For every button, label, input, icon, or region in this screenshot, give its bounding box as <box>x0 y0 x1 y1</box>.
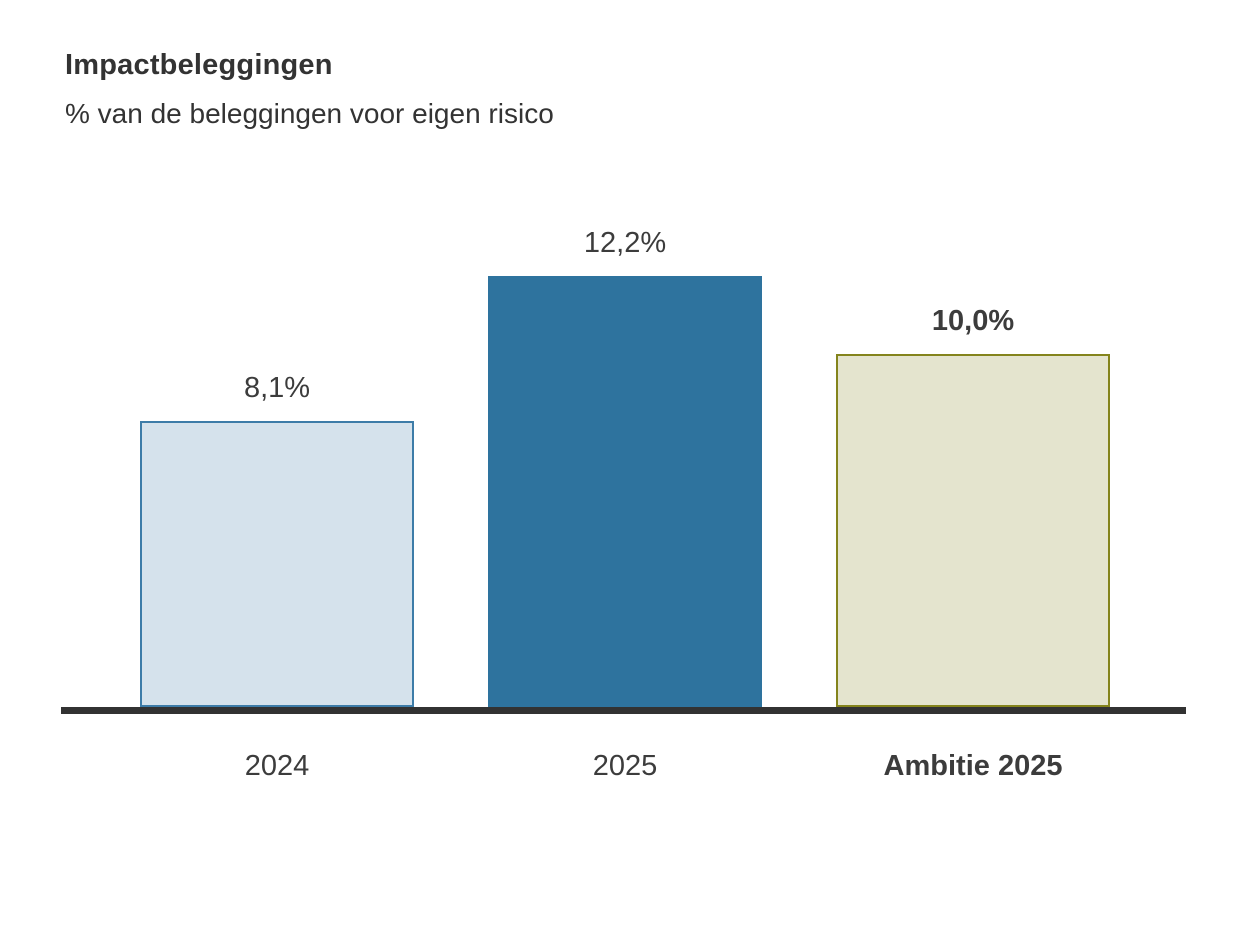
bar-2024 <box>140 421 414 707</box>
x-axis-label-2024: 2024 <box>244 750 310 782</box>
chart-title: Impactbeleggingen <box>65 49 333 81</box>
x-axis-line <box>61 707 1186 714</box>
bar-ambitie-2025 <box>836 354 1110 707</box>
x-axis-label-ambitie-2025: Ambitie 2025 <box>883 750 1063 782</box>
bar-value-label-2025: 12,2% <box>583 227 667 259</box>
bar-value-label-2024: 8,1% <box>243 372 311 404</box>
bar-2025 <box>488 276 762 707</box>
chart-subtitle: % van de beleggingen voor eigen risico <box>65 98 554 129</box>
bar-value-label-ambitie-2025: 10,0% <box>931 305 1015 337</box>
x-axis-label-2025: 2025 <box>592 750 658 782</box>
